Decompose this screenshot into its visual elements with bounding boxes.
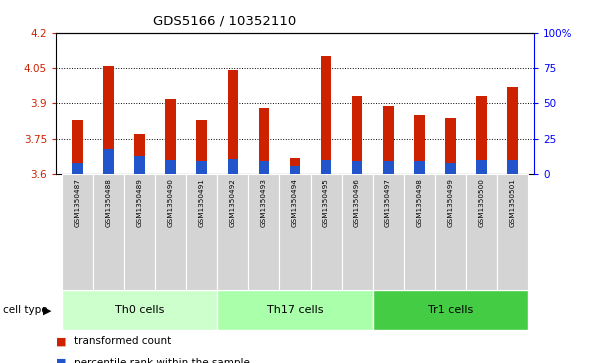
Bar bbox=[383, 162, 394, 174]
Text: GSM1350499: GSM1350499 bbox=[447, 178, 453, 227]
Bar bbox=[103, 149, 114, 174]
Bar bbox=[476, 97, 487, 174]
Bar bbox=[310, 174, 342, 290]
Text: GSM1350492: GSM1350492 bbox=[230, 178, 236, 227]
Bar bbox=[135, 156, 145, 174]
Text: GSM1350491: GSM1350491 bbox=[199, 178, 205, 227]
Bar bbox=[372, 174, 404, 290]
Text: Th17 cells: Th17 cells bbox=[267, 305, 323, 315]
Bar bbox=[445, 118, 455, 174]
Bar bbox=[404, 174, 435, 290]
Bar bbox=[73, 163, 83, 174]
Bar bbox=[135, 134, 145, 174]
Bar bbox=[124, 174, 155, 290]
Bar bbox=[320, 160, 332, 174]
Text: GSM1350487: GSM1350487 bbox=[75, 178, 81, 227]
Bar bbox=[290, 158, 300, 174]
Text: cell type: cell type bbox=[3, 305, 48, 315]
Bar bbox=[165, 99, 176, 174]
Bar bbox=[290, 166, 300, 174]
Text: ■: ■ bbox=[56, 358, 67, 363]
Text: GDS5166 / 10352110: GDS5166 / 10352110 bbox=[153, 15, 296, 28]
Text: GSM1350498: GSM1350498 bbox=[416, 178, 422, 227]
Text: GSM1350494: GSM1350494 bbox=[292, 178, 298, 227]
Bar bbox=[103, 66, 114, 174]
Bar bbox=[196, 120, 207, 174]
Text: ▶: ▶ bbox=[43, 305, 51, 315]
Bar bbox=[196, 162, 207, 174]
Bar bbox=[414, 115, 425, 174]
Bar bbox=[383, 106, 394, 174]
Bar bbox=[218, 174, 248, 290]
Bar bbox=[63, 290, 218, 330]
Bar bbox=[507, 87, 517, 174]
Bar bbox=[497, 174, 527, 290]
Bar bbox=[320, 56, 332, 174]
Text: Th0 cells: Th0 cells bbox=[115, 305, 165, 315]
Bar bbox=[352, 162, 362, 174]
Bar bbox=[258, 162, 270, 174]
Bar bbox=[372, 290, 527, 330]
Bar bbox=[258, 108, 270, 174]
Bar bbox=[165, 160, 176, 174]
Bar bbox=[445, 163, 455, 174]
Bar bbox=[228, 70, 238, 174]
Bar bbox=[435, 174, 466, 290]
Text: GSM1350495: GSM1350495 bbox=[323, 178, 329, 227]
Text: GSM1350500: GSM1350500 bbox=[478, 178, 484, 227]
Bar bbox=[63, 174, 93, 290]
Text: GSM1350501: GSM1350501 bbox=[509, 178, 515, 227]
Bar bbox=[352, 97, 362, 174]
Text: GSM1350488: GSM1350488 bbox=[106, 178, 112, 227]
Bar bbox=[507, 160, 517, 174]
Text: GSM1350493: GSM1350493 bbox=[261, 178, 267, 227]
Text: transformed count: transformed count bbox=[74, 336, 171, 346]
Text: GSM1350489: GSM1350489 bbox=[137, 178, 143, 227]
Bar bbox=[466, 174, 497, 290]
Bar bbox=[186, 174, 218, 290]
Text: GSM1350490: GSM1350490 bbox=[168, 178, 174, 227]
Bar bbox=[414, 162, 425, 174]
Bar bbox=[342, 174, 372, 290]
Bar bbox=[280, 174, 310, 290]
Bar bbox=[218, 290, 372, 330]
Text: GSM1350497: GSM1350497 bbox=[385, 178, 391, 227]
Text: Tr1 cells: Tr1 cells bbox=[428, 305, 473, 315]
Bar bbox=[248, 174, 280, 290]
Text: percentile rank within the sample: percentile rank within the sample bbox=[74, 358, 250, 363]
Bar bbox=[73, 120, 83, 174]
Bar bbox=[93, 174, 124, 290]
Text: GSM1350496: GSM1350496 bbox=[354, 178, 360, 227]
Bar bbox=[155, 174, 186, 290]
Bar bbox=[476, 160, 487, 174]
Text: ■: ■ bbox=[56, 336, 67, 346]
Bar bbox=[228, 159, 238, 174]
